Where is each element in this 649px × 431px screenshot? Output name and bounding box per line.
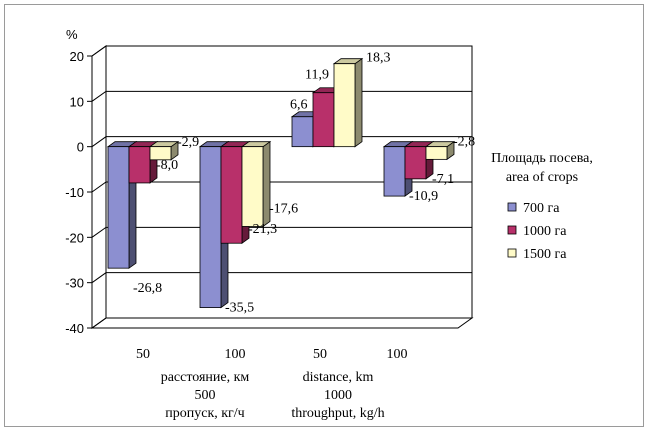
data-label: -17,6: [269, 201, 298, 216]
bar: [128, 146, 151, 184]
y-axis: -40 -30 -20 -10 0 10 20%: [65, 27, 93, 336]
y-tick-label: -10: [65, 185, 84, 200]
legend-label: 1500 га: [523, 247, 567, 262]
data-label: -35,5: [225, 301, 254, 316]
data-label: -8,0: [156, 158, 178, 173]
legend-title: area of crops: [506, 170, 578, 185]
gridline: [91, 272, 472, 284]
bar: [241, 146, 264, 227]
bar: [312, 92, 335, 148]
data-label: 18,3: [366, 51, 391, 66]
gridline: [91, 317, 472, 329]
y-tick-label: 20: [70, 49, 84, 64]
x-tick-label: 50: [136, 347, 150, 362]
data-label: -2,9: [177, 135, 199, 150]
data-label: -2,8: [453, 134, 475, 149]
x-axis: 50 100 50 100 расстояние, км 500 пропуск, кг/ч…: [136, 347, 408, 421]
x-group-label-line3: пропуск, кг/ч: [165, 406, 244, 421]
legend-label: 700 га: [523, 201, 560, 216]
y-tick-label: -40: [65, 321, 84, 336]
legend-label: 1000 га: [523, 224, 567, 239]
x-tick-label: 100: [387, 347, 408, 362]
bar: [425, 146, 448, 160]
bar: [149, 146, 172, 161]
y-tick-label: 10: [70, 94, 84, 109]
x-tick-label: 50: [313, 347, 327, 362]
gridline: [91, 181, 472, 193]
data-label: 11,9: [305, 68, 329, 83]
x-group-label-line1: расстояние, км: [161, 370, 250, 385]
bar: [220, 146, 243, 244]
legend-title: Площадь посева,: [491, 151, 593, 166]
legend: Площадь посева, area of crops 700 га 1000 г…: [491, 151, 593, 262]
bars: [106, 57, 456, 309]
data-label: -21,3: [248, 222, 277, 237]
x-group-label-line3: throughput, kg/h: [291, 406, 384, 421]
bar: [383, 146, 406, 197]
data-label: -26,8: [133, 281, 162, 296]
x-tick-label: 100: [225, 347, 246, 362]
bar: [404, 146, 427, 180]
legend-swatch: [507, 225, 517, 235]
y-tick-label: -20: [65, 230, 84, 245]
x-group-label-line2: 500: [195, 388, 216, 403]
y-tick-label: 0: [77, 140, 84, 155]
legend-swatch: [507, 202, 517, 212]
bar: [291, 116, 314, 148]
gridline: [91, 45, 472, 57]
x-group-label-line2: 1000: [324, 388, 352, 403]
bar-side: [354, 57, 363, 148]
bar: [199, 146, 222, 309]
bar: [333, 63, 356, 148]
plot-floor: [90, 317, 474, 329]
x-group-label-line1: distance, km: [303, 370, 374, 385]
y-unit-label: %: [66, 27, 78, 42]
legend-swatch: [507, 248, 517, 258]
gridline: [91, 226, 472, 238]
data-labels: -26,8 -35,5 6,6 -10,9 -8,0 -21,3 11,9 -7,1 -2,9 -…: [133, 51, 475, 316]
data-label: -10,9: [409, 189, 438, 204]
data-label: 6,6: [290, 98, 308, 113]
y-tick-label: -30: [65, 276, 84, 291]
data-label: -7,1: [432, 172, 454, 187]
bar: [107, 146, 130, 269]
